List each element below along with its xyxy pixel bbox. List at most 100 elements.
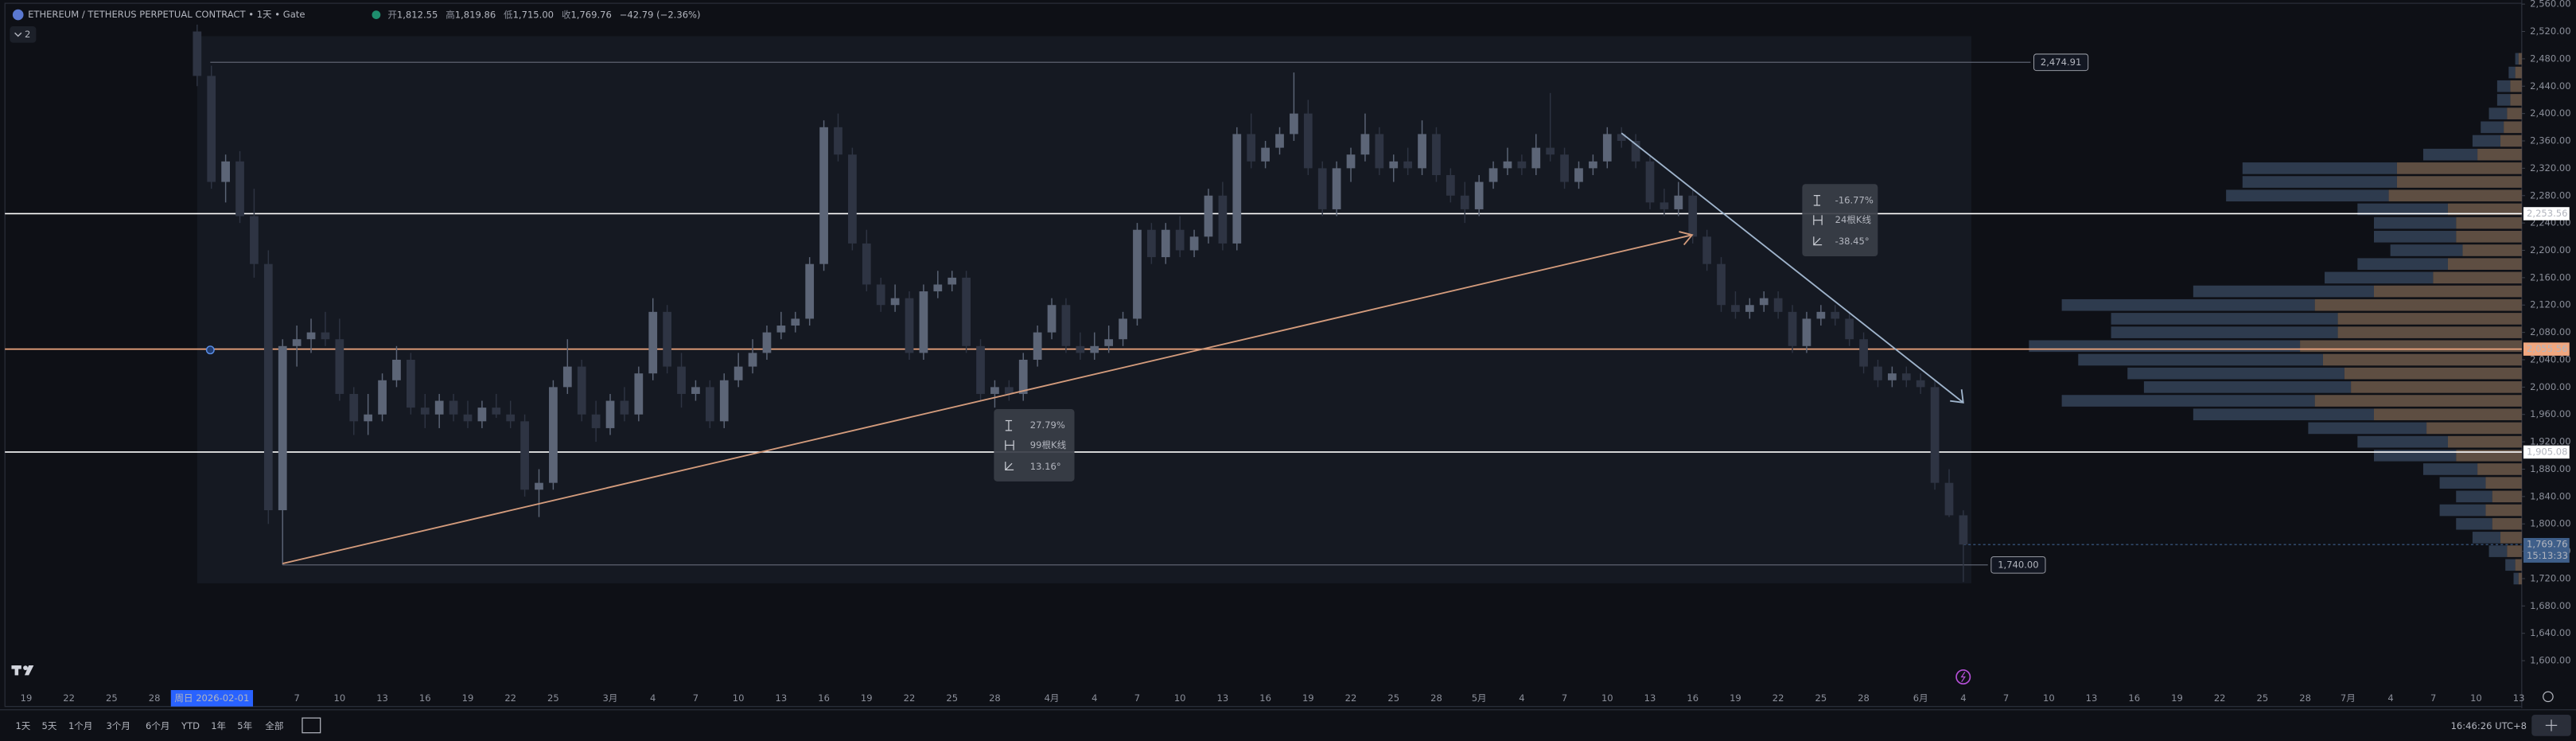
candle-body [1133,229,1142,319]
profile-up [2518,572,2522,585]
candle-body [1901,373,1911,380]
profile-up [2510,80,2522,92]
y-tick-label: 1,720.00 [2530,572,2570,583]
candle-body [905,298,914,353]
candle-body [1446,174,1455,196]
period-button[interactable]: 1天 [15,720,30,731]
profile-down [2193,285,2374,298]
period-button[interactable]: 1年 [211,720,226,731]
profile-down [2505,559,2516,571]
candle-body [1403,161,1413,169]
candle-body [378,380,387,415]
x-tick-label: 7 [1134,692,1140,704]
candle-body [634,373,644,415]
profile-up [2388,189,2522,202]
period-button[interactable]: 1个月 [68,720,92,731]
x-tick-label: 5月 [1472,692,1487,704]
clock: 16:46:26 UTC+8 [2451,720,2527,731]
crosshair-date: 周日 2026-02-01 [174,692,249,704]
date-range-button[interactable] [302,717,321,734]
candle-body [1119,318,1127,340]
symbol-title[interactable]: ETHEREUM / TETHERUS PERPETUAL CONTRACT •… [28,9,305,20]
candle-body [1759,298,1769,306]
x-tick-label: 7 [2003,692,2009,704]
candle-body [819,127,828,264]
measure-box [1802,184,1878,257]
measure-icons [1005,195,1823,471]
y-tick-label: 1,680.00 [2530,600,2570,611]
x-tick-label: 19 [21,692,33,704]
period-button[interactable]: 全部 [265,720,283,731]
x-tick-label: 16 [818,692,830,704]
price-line-label: 2,474.91 [2041,57,2081,68]
candle-body [762,332,772,353]
candle-body [1161,229,1170,258]
x-tick-label: 22 [504,692,516,704]
period-button[interactable]: 3个月 [106,720,130,731]
candle-body [1061,305,1071,346]
levels: 2,474.91 1,740.00 [5,53,2522,574]
x-tick-label: 3月 [603,692,618,704]
indicator-toggle[interactable] [10,26,37,43]
y-tick-label: 1,600.00 [2530,655,2570,666]
profile-down [2357,203,2448,216]
price-label-box [2523,342,2570,356]
settings-icon [2545,720,2558,731]
profile-up [2456,216,2522,229]
scale-settings[interactable] [2543,691,2554,703]
toolbar: 1天 5天 1个月 3个月 6个月 YTD 1年 5年 全部 16:46:26 UTC+8 [15,720,2527,731]
y-tick-label: 2,120.00 [2530,299,2570,310]
y-tick-label: 2,080.00 [2530,326,2570,337]
measure-bars: 24根K线 [1835,214,1872,225]
x-tick-label: 7 [693,692,698,704]
profile-down [2308,422,2427,435]
candle-body [364,414,373,422]
profile-up [2373,408,2522,421]
candle-body [1944,482,1954,516]
candle-body [1418,134,1426,169]
candle-body [933,284,943,292]
candle-body [1503,161,1512,169]
profile-up [2300,340,2522,353]
candle-body [335,339,344,394]
x-tick-label: 16 [1259,692,1271,704]
candle-body [1788,311,1797,346]
profile-down [2061,298,2315,311]
candle-body [1845,318,1854,340]
period-button[interactable]: 5年 [237,720,252,731]
candle-body [549,387,558,483]
candle-body [420,408,430,415]
x-tick-label: 13 [2086,692,2098,704]
period-button[interactable]: 5天 [41,720,56,731]
candle-body [1660,202,1669,209]
indicator-count[interactable]: 2 [25,29,30,40]
candle-body [1018,359,1028,394]
candle-body [1831,311,1840,319]
candle-body [1546,147,1555,155]
x-tick-label: 10 [1174,692,1186,704]
profile-up [2500,532,2522,544]
profile-down [2513,572,2519,585]
profile-down [2439,477,2486,489]
event-icon[interactable] [1955,669,1971,684]
profile-down [2496,80,2511,92]
price-line-box [1990,556,2046,574]
candle-body [449,400,458,415]
candle-body [1745,305,1754,312]
axes: 1,600.001,640.001,680.001,720.001,760.00… [21,0,2571,707]
candle-body [1888,373,1897,380]
profile-up [2426,422,2522,435]
candle-body [862,243,871,285]
profile-up [2515,559,2522,571]
candle-body [1560,154,1569,182]
candle-body [1802,318,1811,346]
profile-down [2422,148,2478,161]
period-button[interactable]: YTD [181,720,200,731]
profile-up [2507,545,2522,557]
ohlc-value: 1,819.86 [455,9,496,20]
candle-body [1290,113,1298,135]
period-button[interactable]: 6个月 [146,720,169,731]
x-tick-label: 13 [376,692,388,704]
profile-up [2433,271,2522,284]
